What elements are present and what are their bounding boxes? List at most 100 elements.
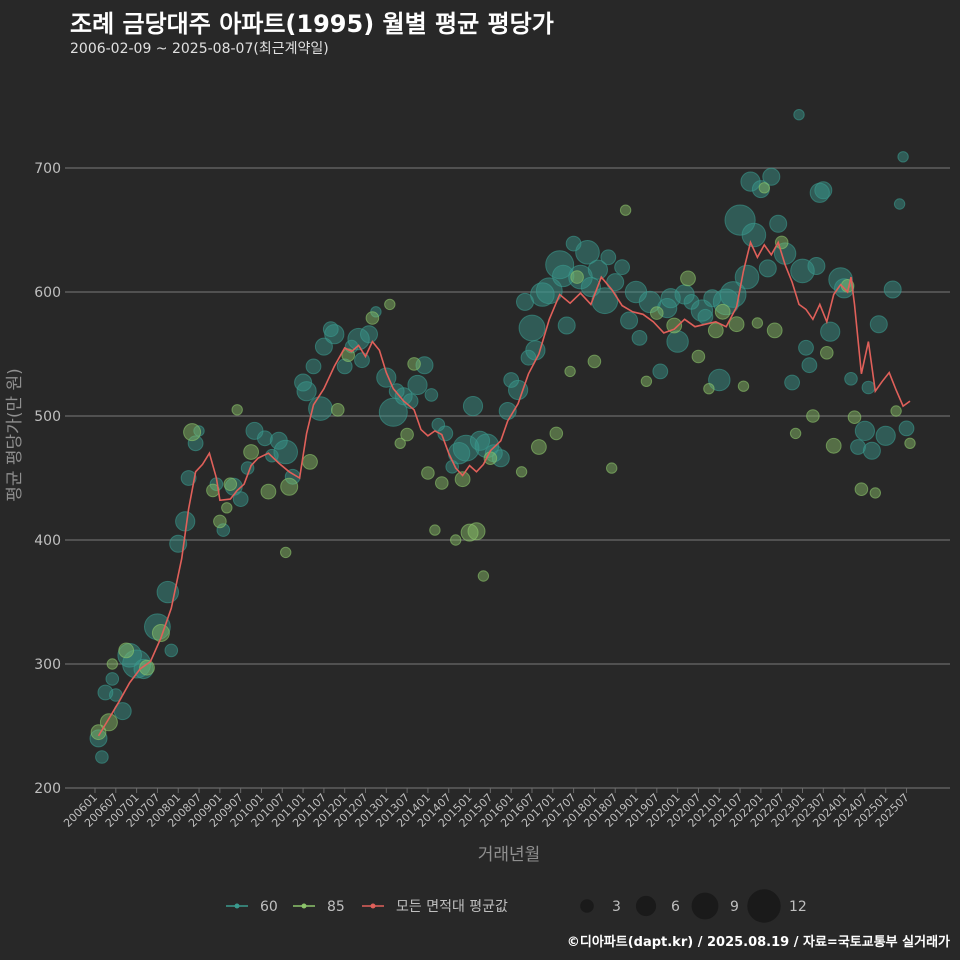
scatter-point-60 <box>305 358 322 375</box>
scatter-point-60 <box>324 324 345 345</box>
legend-size-label: 6 <box>671 899 680 915</box>
scatter-point-85 <box>714 303 731 320</box>
scatter-point-85 <box>806 409 820 423</box>
scatter-point-85 <box>549 426 564 441</box>
scatter-point-85 <box>666 317 683 334</box>
scatter-point-85 <box>758 182 770 194</box>
scatter-point-85 <box>400 427 414 442</box>
scatter-point-85 <box>737 380 750 392</box>
legend-label: 60 <box>260 899 278 915</box>
scatter-point-60 <box>347 327 370 351</box>
scatter-point-85 <box>231 404 243 416</box>
scatter-point-60 <box>322 321 339 338</box>
legend-size-circle <box>580 899 594 913</box>
scatter-point-60 <box>518 314 546 342</box>
scatter-point-60 <box>741 222 767 248</box>
legend-key-point <box>370 903 376 909</box>
scatter-point-60 <box>898 420 915 437</box>
legend-key-point <box>301 903 307 909</box>
scatter-point-60 <box>762 167 781 186</box>
y-tick-label: 300 <box>34 657 61 673</box>
y-tick-label: 600 <box>34 285 61 301</box>
scatter-point-60 <box>758 259 777 278</box>
scatter-point-85 <box>515 466 528 478</box>
scatter-point-85 <box>407 357 421 371</box>
scatter-point-60 <box>793 109 805 121</box>
scatter-point-60 <box>897 151 909 163</box>
scatter-point-60 <box>606 273 625 292</box>
scatter-point-60 <box>193 425 205 437</box>
y-axis-title: 평균 평당가(만 원) <box>5 368 25 502</box>
scatter-point-60 <box>336 358 353 375</box>
scatter-point-85 <box>691 349 706 364</box>
scatter-point-60 <box>666 330 689 353</box>
scatter-point-60 <box>296 381 317 402</box>
scatter-point-60 <box>97 684 114 701</box>
scatter-point-85 <box>139 659 155 676</box>
legend-size-circle <box>691 892 719 920</box>
y-tick-label: 500 <box>34 409 61 425</box>
scatter-point-85 <box>384 298 396 311</box>
scatter-point-85 <box>728 316 745 333</box>
scatter-point-60 <box>314 337 333 356</box>
scatter-point-85 <box>429 524 441 536</box>
scatter-point-85 <box>454 471 471 488</box>
scatter-point-85 <box>854 482 869 497</box>
scatter-point-85 <box>280 477 299 496</box>
scatter-point-60 <box>273 439 299 465</box>
scatter-point-60 <box>164 643 179 658</box>
scatter-point-85 <box>640 375 653 387</box>
scatter-point-60 <box>862 441 881 460</box>
scatter-point-60 <box>257 430 273 447</box>
scatter-point-85 <box>280 546 292 559</box>
scatter-point-85 <box>183 423 202 442</box>
marks-layer <box>89 109 916 764</box>
scatter-point-60 <box>491 449 510 468</box>
scatter-point-85 <box>213 514 227 529</box>
scatter-point-60 <box>854 420 876 441</box>
scatter-point-85 <box>365 311 380 325</box>
scatter-point-85 <box>460 523 479 542</box>
scatter-point-60 <box>784 374 800 391</box>
scatter-point-60 <box>807 257 826 275</box>
scatter-point-85 <box>751 317 764 329</box>
scatter-point-85 <box>820 346 834 360</box>
scatter-point-60 <box>652 363 669 380</box>
scatter-point-60 <box>415 356 434 375</box>
scatter-point-60 <box>452 434 480 462</box>
scatter-point-60 <box>424 388 439 402</box>
scatter-point-60 <box>801 357 818 374</box>
scatter-point-60 <box>631 330 648 346</box>
scatter-point-60 <box>133 658 154 680</box>
scatter-point-85 <box>118 642 135 659</box>
scatter-point-85 <box>435 476 449 490</box>
scatter-point-85 <box>890 405 902 417</box>
scatter-point-60 <box>614 259 630 276</box>
legend-size-label: 3 <box>612 899 621 915</box>
legend-label: 모든 면적대 평균값 <box>396 899 508 915</box>
scatter-point-60 <box>507 379 529 401</box>
scatter-point-85 <box>221 502 233 514</box>
scatter-point-85 <box>450 534 462 546</box>
scatter-point-60 <box>587 259 609 280</box>
scatter-point-60 <box>462 396 484 417</box>
scatter-point-85 <box>331 403 345 417</box>
scatter-point-85 <box>302 454 318 470</box>
scatter-point-60 <box>769 214 788 233</box>
scatter-point-85 <box>904 437 916 449</box>
scatter-point-85 <box>680 270 696 287</box>
scatter-point-85 <box>243 444 260 460</box>
scatter-point-85 <box>766 322 783 339</box>
scatter-point-60 <box>407 374 428 396</box>
average-price-line <box>97 239 911 737</box>
y-tick-label: 200 <box>34 781 61 797</box>
scatter-point-60 <box>844 372 858 386</box>
scatter-point-60 <box>552 264 575 288</box>
scatter-point-85 <box>206 483 220 498</box>
scatter-point-60 <box>798 339 814 356</box>
scatter-point-60 <box>535 277 563 305</box>
scatter-point-60 <box>850 439 866 455</box>
scatter-point-60 <box>724 204 756 236</box>
legend-size-label: 9 <box>730 899 739 915</box>
